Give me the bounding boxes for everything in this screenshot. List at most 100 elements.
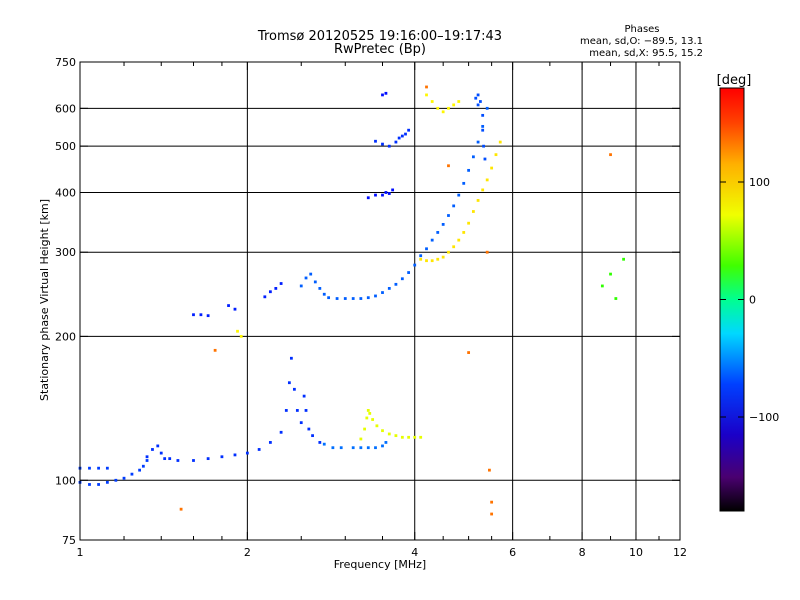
- data-point: [425, 85, 428, 89]
- data-point: [304, 409, 308, 412]
- x-tick-label: 10: [629, 546, 643, 559]
- x-tick-label: 12: [673, 546, 687, 559]
- data-point: [371, 418, 375, 421]
- data-point: [381, 93, 384, 97]
- y-axis-ticks: 75 100 200 300 400 500 600 750: [55, 56, 680, 547]
- data-point: [413, 263, 417, 267]
- data-point: [363, 427, 366, 431]
- data-point: [400, 435, 404, 439]
- data-point: [97, 466, 100, 470]
- data-point: [452, 204, 456, 208]
- grid-lines: [80, 62, 680, 540]
- data-point: [467, 168, 471, 172]
- colorbar-unit: [deg]: [717, 73, 752, 88]
- data-point: [387, 432, 391, 436]
- chart-subtitle: RwPretec (Bp): [334, 42, 426, 57]
- data-point: [239, 334, 243, 338]
- data-point: [366, 296, 370, 300]
- data-point: [404, 132, 407, 136]
- data-point: [279, 430, 283, 434]
- data-point: [498, 140, 502, 144]
- data-point: [481, 124, 485, 128]
- data-point: [609, 272, 612, 276]
- data-point: [359, 437, 363, 441]
- y-tick-label: 75: [62, 534, 76, 547]
- data-point: [462, 181, 466, 185]
- data-point: [425, 259, 428, 263]
- data-point: [213, 348, 217, 352]
- colorbar-ticks: 100 0 −100: [720, 176, 779, 424]
- colorbar-tick-label: −100: [749, 411, 779, 424]
- data-point: [97, 483, 100, 486]
- phases-x-stats: mean, sd,X: 95.5, 15.2: [589, 48, 703, 59]
- data-point: [233, 453, 237, 457]
- data-point: [313, 280, 317, 284]
- data-point: [366, 196, 370, 200]
- data-point: [374, 294, 377, 298]
- data-point: [476, 199, 480, 202]
- data-point: [295, 409, 299, 412]
- data-point: [163, 457, 167, 461]
- data-point: [447, 250, 450, 254]
- x-axis-ticks: 1 2 4 6 8 10 12: [77, 62, 687, 559]
- x-tick-label: 4: [411, 546, 418, 559]
- data-point: [462, 231, 466, 234]
- data-point: [233, 307, 237, 311]
- data-point: [302, 394, 306, 398]
- data-point: [343, 297, 347, 300]
- plot-area: [80, 62, 680, 540]
- data-point: [407, 271, 411, 274]
- data-point: [394, 282, 398, 286]
- data-point: [400, 277, 404, 281]
- chart-title: Tromsø 20120525 19:16:00–19:17:43: [257, 29, 502, 44]
- data-point: [268, 290, 272, 294]
- data-point: [419, 254, 423, 258]
- data-point: [481, 113, 485, 117]
- data-point: [227, 304, 230, 307]
- data-point: [151, 448, 154, 451]
- data-point: [359, 446, 363, 450]
- data-point: [381, 142, 384, 146]
- data-point: [351, 446, 355, 450]
- data-point: [457, 238, 461, 242]
- data-point: [366, 409, 370, 412]
- data-point: [206, 314, 210, 318]
- data-point: [318, 287, 322, 290]
- data-point: [331, 446, 335, 450]
- data-point: [481, 128, 485, 132]
- data-point: [105, 480, 109, 484]
- phases-o-stats: mean, sd,O: −89.5, 13.1: [580, 36, 703, 47]
- data-point: [407, 128, 411, 132]
- data-point: [485, 250, 489, 254]
- colorbar-tick-label: 0: [749, 294, 756, 307]
- data-point: [400, 134, 404, 138]
- data-point: [289, 356, 293, 360]
- data-point: [490, 512, 494, 516]
- data-point: [309, 272, 313, 276]
- y-axis-label: Stationary phase Virtual Height [km]: [38, 199, 51, 401]
- data-point: [481, 188, 485, 192]
- data-point: [394, 140, 398, 144]
- data-point: [436, 257, 440, 261]
- data-point: [394, 434, 398, 438]
- y-tick-label: 400: [55, 186, 76, 199]
- data-point: [375, 424, 379, 428]
- data-point: [600, 284, 604, 288]
- data-point: [471, 155, 475, 159]
- data-point: [467, 351, 471, 354]
- data-point: [452, 245, 456, 249]
- y-tick-label: 200: [55, 330, 76, 343]
- data-point: [457, 193, 461, 197]
- data-point: [447, 214, 450, 217]
- data-point: [494, 153, 498, 157]
- data-point: [436, 231, 440, 234]
- data-point: [299, 421, 303, 425]
- data-point: [614, 297, 618, 300]
- data-point: [391, 188, 395, 192]
- data-point: [457, 100, 461, 103]
- phases-heading: Phases: [624, 24, 659, 35]
- data-point: [292, 387, 296, 391]
- data-point: [368, 412, 372, 415]
- data-point: [156, 444, 160, 448]
